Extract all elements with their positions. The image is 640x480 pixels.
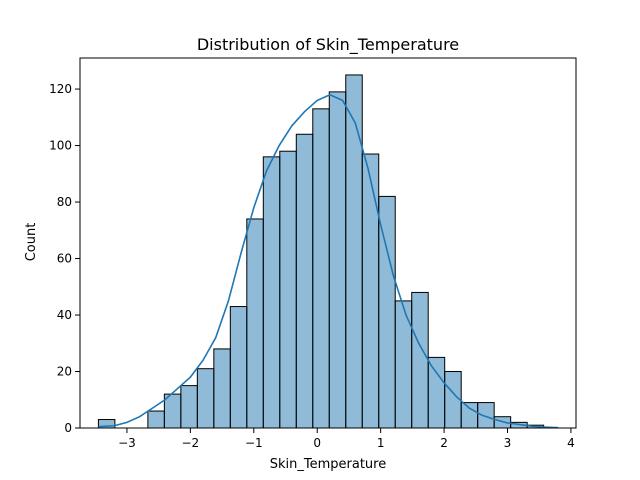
x-axis-ticks: −3 −2 −1 0 1 2 3 4 <box>118 428 575 450</box>
histogram-bar <box>246 218 264 429</box>
x-tick-label: 1 <box>377 436 385 450</box>
y-tick-label: 120 <box>49 82 72 96</box>
x-tick-label: −1 <box>245 436 263 450</box>
histogram-bar <box>345 74 363 429</box>
x-tick-label: −2 <box>182 436 200 450</box>
plot-frame <box>79 57 577 429</box>
y-tick-label: 40 <box>57 308 72 322</box>
histogram-bar <box>312 108 330 429</box>
histogram-bar <box>213 348 231 429</box>
histogram-bar <box>444 371 462 429</box>
histogram-bar <box>394 300 413 429</box>
x-axis-label: Skin_Temperature <box>270 457 386 472</box>
histogram-bar <box>229 306 248 429</box>
y-tick-label: 20 <box>57 365 72 379</box>
histogram-bar <box>328 91 347 429</box>
chart-title: Distribution of Skin_Temperature <box>197 35 459 55</box>
histogram-bar <box>196 368 215 429</box>
histogram-bar <box>411 291 429 429</box>
y-axis-label: Count <box>24 223 39 262</box>
histogram-bar <box>295 133 314 429</box>
histogram-bars <box>97 74 545 429</box>
histogram-bar <box>163 393 182 429</box>
histogram-bar <box>147 410 165 429</box>
histogram-bar <box>361 153 380 429</box>
y-axis-ticks: 0 20 40 60 80 100 120 <box>49 82 80 435</box>
histogram-bar <box>180 385 198 429</box>
x-tick-label: 2 <box>440 436 448 450</box>
x-tick-label: 4 <box>567 436 575 450</box>
histogram-bar <box>262 156 281 429</box>
histogram-bar <box>279 150 297 429</box>
kde-curve <box>98 93 559 429</box>
histogram-bar <box>378 195 396 429</box>
x-tick-label: −3 <box>118 436 136 450</box>
y-tick-label: 60 <box>57 252 72 266</box>
x-tick-label: 3 <box>504 436 512 450</box>
y-tick-label: 0 <box>64 421 72 435</box>
histogram-bar <box>427 356 446 429</box>
histogram-bar <box>460 402 479 429</box>
y-tick-label: 100 <box>49 139 72 153</box>
x-tick-label: 0 <box>313 436 321 450</box>
histogram-bar <box>477 402 495 429</box>
y-tick-label: 80 <box>57 195 72 209</box>
